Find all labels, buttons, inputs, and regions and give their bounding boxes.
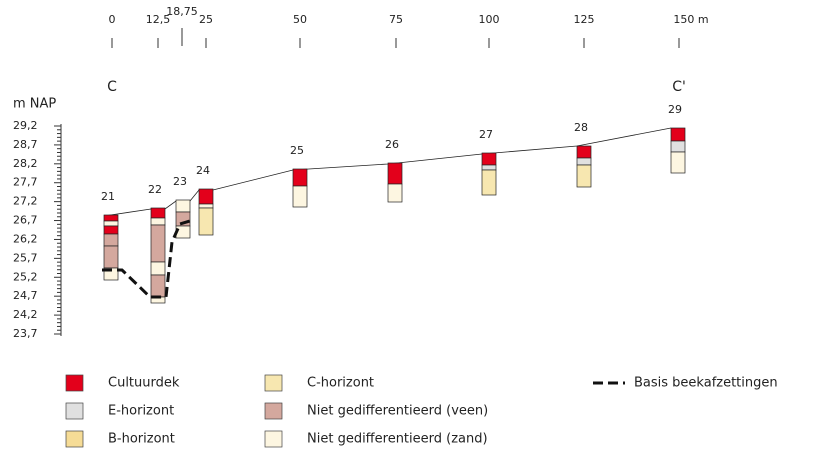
layer — [576, 145, 592, 159]
borehole-label: 21 — [101, 190, 115, 203]
borehole-label: 23 — [173, 175, 187, 188]
x-tick-label: 18,75 — [166, 5, 198, 18]
borehole-label: 29 — [668, 103, 682, 116]
y-tick-label: 29,2 — [13, 119, 38, 132]
y-tick-label: 27,7 — [13, 176, 38, 189]
y-tick-label: 25,2 — [13, 270, 38, 283]
layer — [670, 140, 686, 153]
layer — [292, 168, 308, 187]
y-tick-label: 25,7 — [13, 251, 38, 264]
y-tick-label: 26,7 — [13, 214, 38, 227]
y-tick-label: 27,2 — [13, 195, 38, 208]
layer — [103, 220, 119, 227]
legend-label: E-horizont — [108, 404, 174, 419]
layer — [387, 183, 403, 203]
x-tick-label: 25 — [199, 13, 213, 26]
borehole-label: 25 — [290, 144, 304, 157]
layer — [670, 127, 686, 142]
layer — [481, 152, 497, 166]
borehole-label: 22 — [148, 183, 162, 196]
legend-swatch — [264, 402, 283, 420]
layer — [150, 217, 166, 226]
layer — [198, 207, 214, 236]
x-tick-label: 12,5 — [146, 13, 171, 26]
legend-swatch — [264, 430, 283, 448]
boreholes — [103, 127, 686, 304]
layer — [576, 164, 592, 188]
x-tick-label: 125 — [574, 13, 595, 26]
borehole-label: 28 — [574, 121, 588, 134]
section-label: C' — [672, 79, 686, 95]
legend-label: B-horizont — [108, 432, 175, 447]
legend-swatch — [65, 430, 84, 448]
y-tick-label: 26,2 — [13, 232, 38, 245]
section-label: C — [107, 79, 117, 95]
legend-label: Niet gedifferentieerd (zand) — [307, 432, 488, 447]
layer — [103, 225, 119, 235]
y-tick-label: 23,7 — [13, 327, 38, 340]
y-tick-label: 24,7 — [13, 289, 38, 302]
y-tick-label: 28,2 — [13, 157, 38, 170]
borehole-label: 27 — [479, 128, 493, 141]
x-tick-label: 0 — [109, 13, 116, 26]
legend-label: Basis beekafzettingen — [634, 376, 778, 391]
layer — [175, 199, 191, 213]
y-tick-label: 24,2 — [13, 308, 38, 321]
legend-label: Cultuurdek — [108, 376, 180, 391]
layer — [198, 203, 214, 209]
layer — [150, 274, 166, 298]
layer — [481, 164, 497, 171]
legend-swatch — [65, 402, 84, 420]
basis-line — [102, 218, 194, 299]
layer — [576, 157, 592, 166]
layer — [175, 225, 191, 239]
y-tick-label: 28,7 — [13, 138, 38, 151]
legend-swatch — [264, 374, 283, 392]
layer — [198, 188, 214, 205]
legend-label: Niet gedifferentieerd (veen) — [307, 404, 488, 419]
layer — [150, 224, 166, 263]
borehole-label: 26 — [385, 138, 399, 151]
x-tick-label: 150 m — [673, 13, 708, 26]
layer — [670, 151, 686, 174]
layer — [103, 214, 119, 222]
legend-swatch — [65, 374, 84, 392]
y-axis-title: m NAP — [13, 97, 56, 112]
layer — [103, 245, 119, 269]
layer — [150, 261, 166, 276]
legend-label: C-horizont — [307, 376, 374, 391]
layer — [387, 162, 403, 185]
layer — [292, 185, 308, 208]
x-tick-label: 75 — [389, 13, 403, 26]
borehole-label: 24 — [196, 164, 210, 177]
layer — [150, 207, 166, 219]
x-tick-label: 50 — [293, 13, 307, 26]
layer — [103, 233, 119, 247]
layer — [481, 169, 497, 196]
x-tick-label: 100 — [479, 13, 500, 26]
